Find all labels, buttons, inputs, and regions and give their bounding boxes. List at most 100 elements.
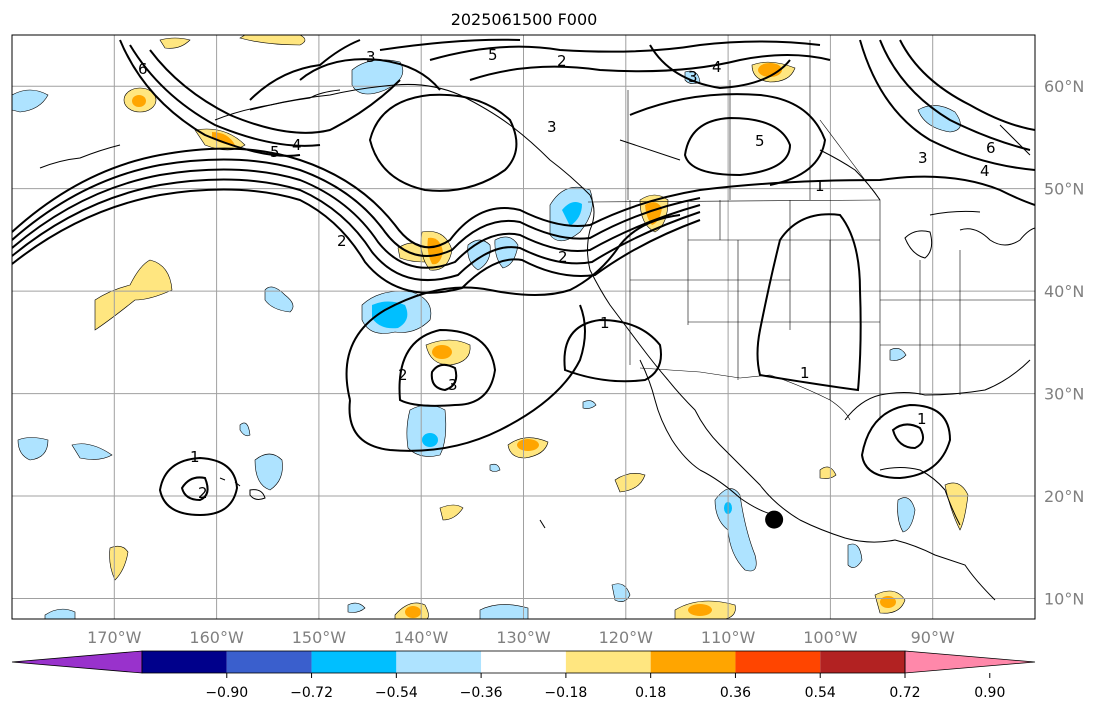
contour-line (158, 456, 239, 517)
contour-line (429, 40, 821, 61)
contour-line (12, 168, 701, 269)
contour-line (299, 58, 441, 91)
shade-positive (439, 504, 464, 521)
contour-line (756, 213, 862, 392)
chart-title: 2025061500 F000 (450, 10, 598, 29)
shade-negative (562, 202, 582, 226)
shade-negative (254, 453, 283, 491)
political-borders (587, 40, 1035, 421)
contour-line (180, 476, 209, 502)
shade-negative (897, 497, 916, 533)
shade-negative (422, 433, 438, 447)
shade-negative (372, 301, 408, 329)
coastline (39, 144, 121, 169)
shade-positive (239, 35, 306, 46)
lon-tick-label: 130°W (496, 628, 551, 647)
contour-line (563, 318, 662, 383)
shade-positive (427, 237, 443, 265)
lat-tick-label: 50°N (1044, 180, 1084, 199)
lon-tick-label: 160°W (189, 628, 244, 647)
shade-positive (212, 132, 235, 145)
contour-line (899, 39, 1035, 131)
contour-line (12, 147, 1035, 249)
contour-label: 6 (986, 139, 996, 157)
lon-tick-label: 120°W (599, 628, 654, 647)
contour-label: 3 (448, 376, 458, 394)
coastlines (39, 83, 1035, 601)
lat-tick-label: 10°N (1044, 590, 1084, 609)
contour-line (345, 214, 681, 401)
shade-positive (517, 439, 539, 451)
island (219, 477, 226, 481)
shade-negative (889, 348, 907, 361)
shade-negative (12, 89, 49, 113)
shade-positive (109, 545, 129, 581)
lat-tick-label: 60°N (1044, 77, 1084, 96)
contour-line (860, 403, 952, 480)
shade-negative (17, 437, 49, 461)
coastline (844, 359, 1031, 421)
border-canada-us (587, 199, 881, 203)
shade-negative (264, 286, 294, 313)
map-frame (11, 34, 1036, 620)
contour-line (249, 39, 361, 101)
coastline (959, 227, 1035, 246)
contour-line (368, 93, 518, 192)
shade-positive (432, 345, 452, 359)
shade-negative (684, 70, 701, 84)
contour-label: 3 (918, 149, 928, 167)
lon-tick-label: 150°W (292, 628, 347, 647)
contour-label: 2 (398, 366, 408, 384)
contour-line (469, 54, 831, 81)
border-us-mexico (639, 367, 851, 421)
contour-lines (12, 38, 1035, 517)
coastline (929, 210, 981, 216)
contour-line (348, 304, 586, 452)
contour-label: 4 (712, 58, 722, 76)
shade-positive (94, 259, 173, 331)
contour-line (398, 328, 497, 407)
coastline (619, 139, 681, 161)
lat-tick-label: 20°N (1044, 487, 1084, 506)
contour-labels: 1 1 1 1 1 2 2 2 2 2 3 3 3 3 3 4 4 4 5 5 … (138, 46, 996, 502)
contour-label: 2 (198, 484, 208, 502)
coastline (904, 230, 933, 259)
shade-positive (880, 596, 896, 608)
contour-label: 2 (558, 248, 568, 266)
contour-label: 4 (292, 136, 302, 154)
contour-line (379, 38, 521, 51)
coastline (639, 359, 701, 471)
shade-negative (582, 400, 597, 409)
lat-tick-label: 40°N (1044, 282, 1084, 301)
shade-negative (714, 488, 757, 572)
contour-label: 5 (488, 46, 498, 64)
coastline (249, 89, 341, 111)
lon-tick-label: 140°W (394, 628, 449, 647)
shade-negative (917, 105, 961, 133)
contour-line (879, 39, 1031, 151)
coastline (999, 124, 1031, 156)
lon-tick-label: 90°W (911, 628, 955, 647)
shade-positive (688, 604, 712, 616)
shade-negative (347, 602, 366, 613)
coastline (699, 469, 776, 516)
contour-label: 1 (800, 364, 810, 382)
contour-line (119, 39, 301, 157)
coastline (214, 83, 996, 601)
contour-label: 6 (138, 60, 148, 78)
contour-line (629, 93, 827, 186)
lon-tick-label: 100°W (803, 628, 858, 647)
shade-negative (479, 604, 529, 619)
contour-label: 4 (980, 162, 990, 180)
contour-label: 1 (815, 177, 825, 195)
contour-line (430, 363, 458, 392)
contour-label: 5 (755, 132, 765, 150)
latitude-tick-labels: 10°N 20°N 30°N 40°N 50°N 60°N (1044, 77, 1084, 608)
contour-line (12, 178, 701, 282)
lat-tick-label: 30°N (1044, 385, 1084, 404)
contour-line (12, 188, 701, 294)
contour-label: 3 (547, 118, 557, 136)
shade-positive (614, 473, 646, 493)
contour-line (891, 423, 925, 450)
